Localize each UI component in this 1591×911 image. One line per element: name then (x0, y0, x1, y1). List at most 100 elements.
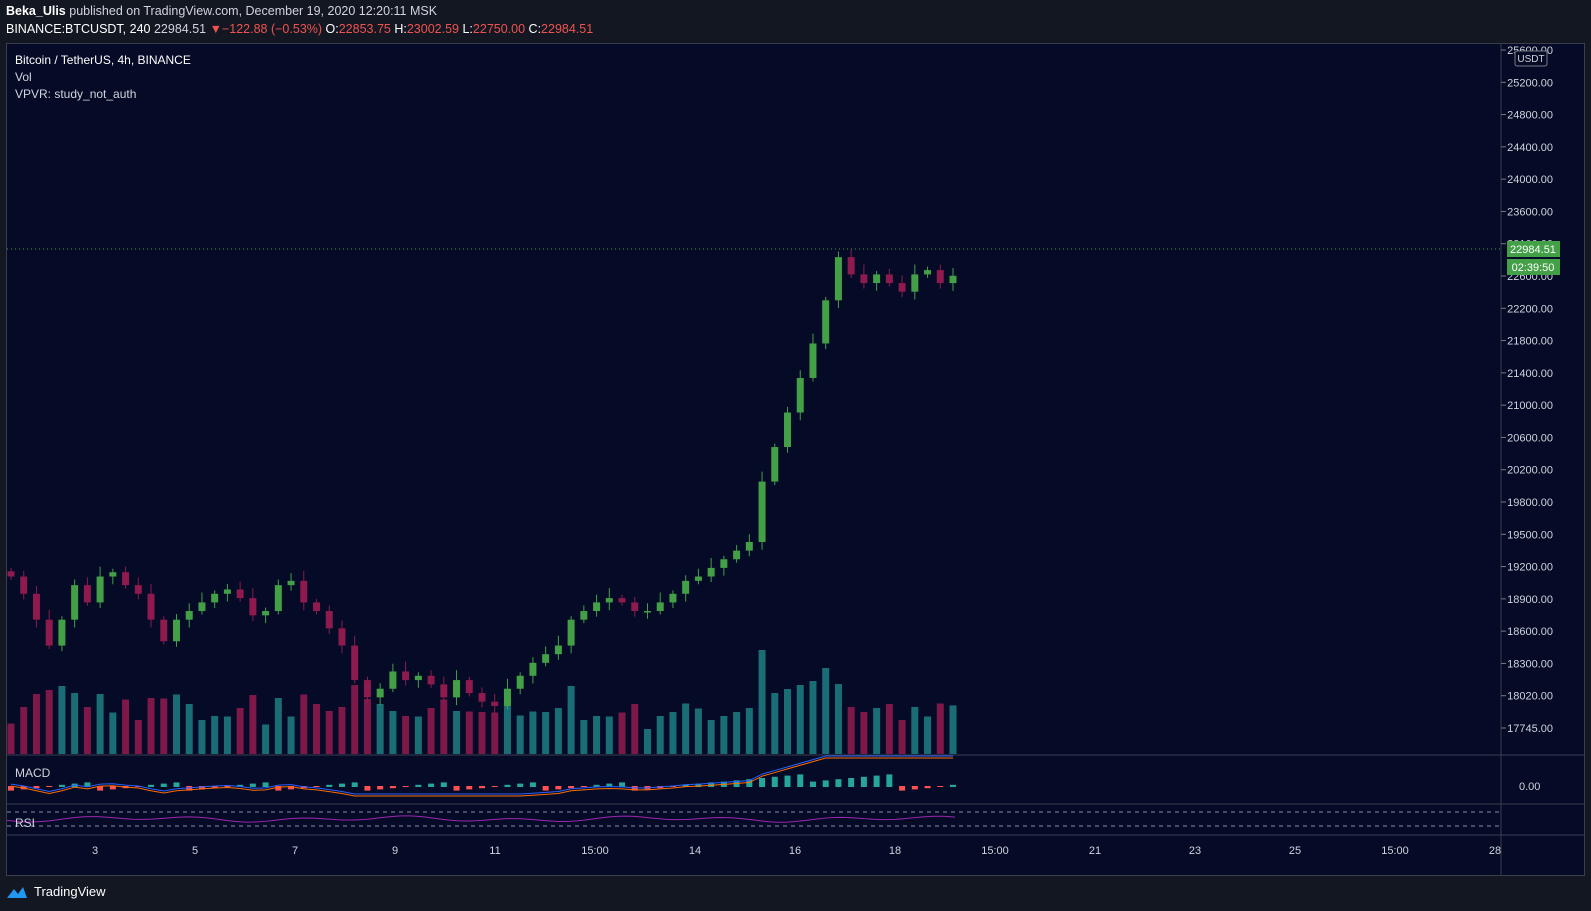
high-value: 23002.59 (406, 22, 459, 36)
volume-bar (643, 729, 651, 754)
candle-body (83, 585, 91, 603)
macd-histogram-bar (529, 782, 536, 787)
volume-bar (122, 699, 130, 754)
current-price-value: 22984.51 (1510, 244, 1556, 256)
volume-bar (911, 707, 919, 754)
candle-body (707, 567, 715, 577)
macd-histogram-bar (555, 786, 562, 790)
macd-histogram-bar (924, 786, 931, 789)
macd-histogram-bar (873, 775, 880, 787)
macd-histogram-bar (950, 784, 956, 787)
volume-bar (631, 704, 639, 754)
macd-histogram-bar (428, 783, 435, 787)
macd-histogram-bar (364, 786, 371, 791)
volume-bar (682, 703, 690, 754)
open-value: 22853.75 (338, 22, 391, 36)
volume-bar (745, 708, 753, 754)
volume-bar (7, 723, 15, 754)
time-label: 11 (489, 845, 500, 857)
currency-label[interactable]: USDT (1517, 54, 1544, 65)
candle-body (656, 602, 664, 612)
candle-body (478, 693, 486, 702)
legend-vol[interactable]: Vol (15, 70, 32, 84)
close-label: C: (528, 22, 542, 36)
chart-frame[interactable]: Bitcoin / TetherUS, 4h, BINANCE Vol VPVR… (6, 43, 1585, 876)
candle-body (236, 589, 244, 599)
volume-bar (325, 711, 333, 754)
price-change: −122.88 (−0.53%) (221, 22, 323, 36)
volume-bar (414, 716, 422, 754)
volume-bar (211, 716, 219, 754)
macd-label[interactable]: MACD (15, 766, 51, 780)
price-label: 23600.00 (1507, 206, 1553, 218)
volume-bar (389, 711, 397, 754)
volume-bar (198, 720, 206, 754)
legend-title[interactable]: Bitcoin / TetherUS, 4h, BINANCE (15, 53, 191, 67)
time-label: 28 (1489, 845, 1501, 857)
volume-bar (936, 703, 944, 754)
volume-bar (134, 720, 142, 754)
candle-body (211, 593, 219, 603)
macd-histogram-bar (97, 786, 104, 791)
open-label: O: (325, 22, 339, 36)
volume-bars (7, 650, 957, 754)
price-label: 22200.00 (1507, 303, 1553, 315)
price-label: 25200.00 (1507, 77, 1553, 89)
macd-line (10, 755, 953, 795)
macd-histogram-bar (542, 786, 549, 791)
chart-canvas[interactable]: Bitcoin / TetherUS, 4h, BINANCE Vol VPVR… (6, 44, 1584, 875)
macd-histogram-bar (211, 786, 218, 789)
volume-bar (618, 712, 626, 754)
candle-body (32, 593, 40, 620)
current-price-tag (1507, 241, 1560, 257)
high-label: H: (394, 22, 407, 36)
candle-body (338, 628, 346, 646)
candle-body (363, 680, 371, 698)
candle-body (949, 275, 957, 284)
volume-bar (71, 693, 79, 754)
tradingview-brand[interactable]: TradingView (6, 884, 106, 899)
candle-body (834, 257, 842, 301)
volume-bar (834, 684, 842, 754)
tradingview-logo-icon (7, 886, 27, 898)
price-label: 18600.00 (1507, 626, 1553, 638)
time-label: 5 (192, 845, 198, 857)
volume-bar (465, 711, 473, 754)
candle-body (440, 684, 448, 698)
bar-countdown: 02:39:50 (1512, 262, 1555, 274)
volume-bar (236, 708, 244, 754)
price-axis[interactable]: 25600.0025200.0024800.0024400.0024000.00… (1501, 45, 1553, 735)
candle-body (58, 619, 66, 646)
publish-info: Beka_Ulis published on TradingView.com, … (6, 4, 437, 18)
time-axis[interactable]: 3 5 7 9 11 15:00 14 16 18 15:00 21 23 25 15:00 28 (92, 845, 1501, 857)
volume-bar (32, 694, 40, 754)
volume-bar (478, 712, 486, 754)
candle-body (745, 541, 753, 551)
price-label: 19800.00 (1507, 497, 1553, 509)
volume-bar (554, 708, 562, 754)
candle-body (7, 571, 15, 577)
volume-bar (949, 705, 957, 754)
price-label: 24800.00 (1507, 110, 1553, 122)
currency-badge[interactable] (1514, 50, 1548, 67)
volume-bar (542, 712, 550, 754)
signal-line (10, 757, 953, 797)
price-label: 18020.00 (1507, 691, 1553, 703)
time-label: 9 (392, 845, 398, 857)
candle-body (516, 675, 524, 689)
price-label: 19200.00 (1507, 562, 1553, 574)
candle-body (618, 598, 626, 603)
macd-histogram-bar (466, 786, 473, 790)
time-label: 15:00 (581, 845, 609, 857)
volume-bar (376, 704, 384, 754)
time-label: 15:00 (1381, 845, 1409, 857)
macd-histogram-bar (708, 782, 715, 787)
candle-body (771, 447, 779, 482)
legend-vpvr[interactable]: VPVR: study_not_auth (15, 87, 136, 101)
macd-histogram-bar (695, 783, 702, 787)
volume-bar (313, 704, 321, 754)
rsi-label[interactable]: RSI (15, 816, 35, 830)
down-arrow-icon: ▼ (209, 22, 222, 36)
volume-bar (707, 720, 715, 754)
author-name[interactable]: Beka_Ulis (6, 4, 66, 18)
